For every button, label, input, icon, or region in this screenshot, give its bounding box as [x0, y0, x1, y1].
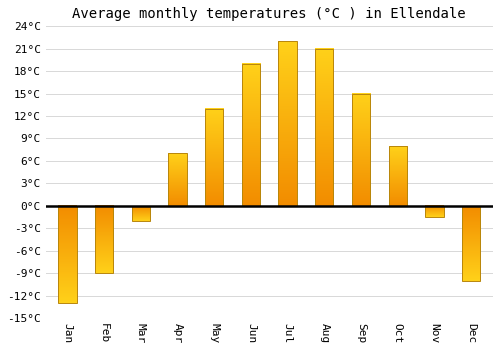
Bar [352, 93, 370, 206]
Bar [315, 49, 334, 206]
Bar [242, 64, 260, 206]
Bar [95, 206, 114, 273]
Bar [168, 153, 187, 206]
Bar [278, 41, 297, 206]
Bar [388, 146, 407, 206]
Bar [425, 206, 444, 217]
Bar [205, 108, 224, 206]
Bar [58, 206, 76, 303]
Title: Average monthly temperatures (°C ) in Ellendale: Average monthly temperatures (°C ) in El… [72, 7, 466, 21]
Bar [132, 206, 150, 221]
Bar [462, 206, 480, 281]
